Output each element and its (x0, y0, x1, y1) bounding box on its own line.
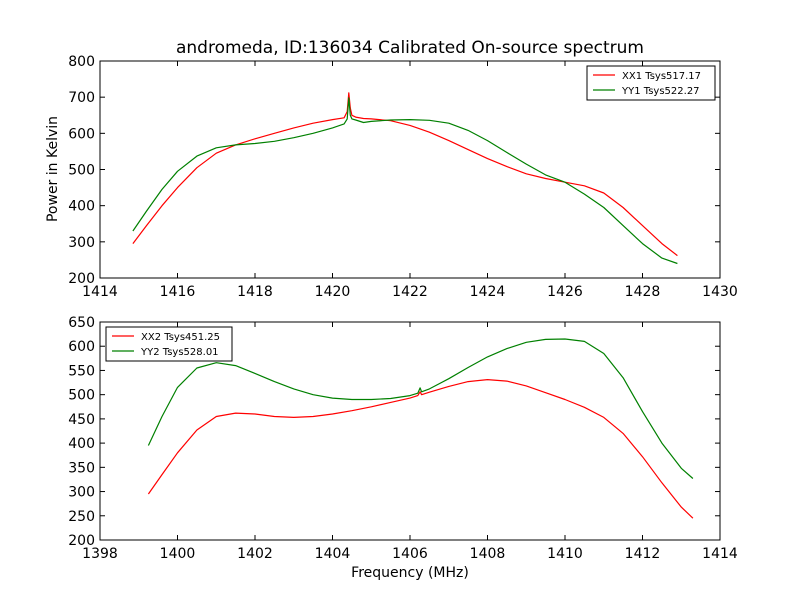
legend: XX1 Tsys517.17 YY1 Tsys522.27 (586, 65, 716, 101)
x-tick-label: 1430 (702, 284, 738, 300)
y-tick-label: 700 (68, 90, 95, 106)
y-tick-label: 600 (68, 126, 95, 142)
y-tick-label: 400 (68, 199, 95, 215)
x-tick-label: 1414 (82, 284, 118, 300)
legend-label: XX1 Tsys517.17 (622, 71, 701, 82)
y-tick-label: 400 (68, 436, 95, 452)
legend-label: YY1 Tsys522.27 (621, 86, 700, 97)
y-tick-label: 500 (68, 388, 95, 404)
y-tick-label: 800 (68, 54, 95, 70)
series-line-1 (132, 92, 678, 257)
y-axis-label: Power in Kelvin (45, 116, 61, 222)
x-tick-label: 1424 (470, 284, 506, 300)
y-tick-label: 300 (68, 235, 95, 251)
y-tick-label: 500 (68, 163, 95, 179)
top-plot: 1414 1416 1418 1420 1422 1424 1426 1428 1430 200 3… (68, 54, 738, 300)
x-tick-label: 1418 (237, 284, 273, 300)
y-tick-label: 650 (68, 315, 95, 331)
series-line-1 (147, 379, 694, 519)
x-tick-label: 1400 (160, 546, 196, 562)
y-tick-label: 250 (68, 509, 95, 525)
y-tick-label: 600 (68, 339, 95, 355)
x-tick-label: 1414 (702, 546, 738, 562)
x-tick-label: 1408 (470, 546, 506, 562)
y-tick-label: 450 (68, 412, 95, 428)
legend-box (105, 326, 233, 362)
legend: XX2 Tsys451.25 YY2 Tsys528.01 (105, 326, 233, 362)
x-tick-label: 1422 (392, 284, 428, 300)
y-tick-label: 300 (68, 485, 95, 501)
y-tick-label: 200 (68, 271, 95, 287)
x-tick-label: 1410 (547, 546, 583, 562)
x-tick-label: 1406 (392, 546, 428, 562)
x-tick-label: 1420 (315, 284, 351, 300)
x-tick-label: 1426 (547, 284, 583, 300)
bottom-plot: 1398 1400 1402 1404 1406 1408 1410 1412 1414 200 2… (68, 315, 738, 562)
y-tick-label: 550 (68, 363, 95, 379)
series-line-2 (147, 338, 694, 479)
x-tick-label: 1398 (82, 546, 118, 562)
x-tick-label: 1428 (625, 284, 661, 300)
x-tick-label: 1402 (237, 546, 273, 562)
x-tick-label: 1412 (625, 546, 661, 562)
legend-label: XX2 Tsys451.25 (141, 332, 220, 343)
series-line-2 (132, 97, 678, 265)
legend-box (586, 65, 716, 101)
legend-label: YY2 Tsys528.01 (140, 347, 219, 358)
y-tick-label: 350 (68, 460, 95, 476)
x-tick-label: 1404 (315, 546, 351, 562)
x-tick-label: 1416 (160, 284, 196, 300)
y-tick-label: 200 (68, 533, 95, 549)
x-axis-label: Frequency (MHz) (351, 565, 469, 581)
chart-title: andromeda, ID:136034 Calibrated On-sourc… (176, 38, 644, 58)
